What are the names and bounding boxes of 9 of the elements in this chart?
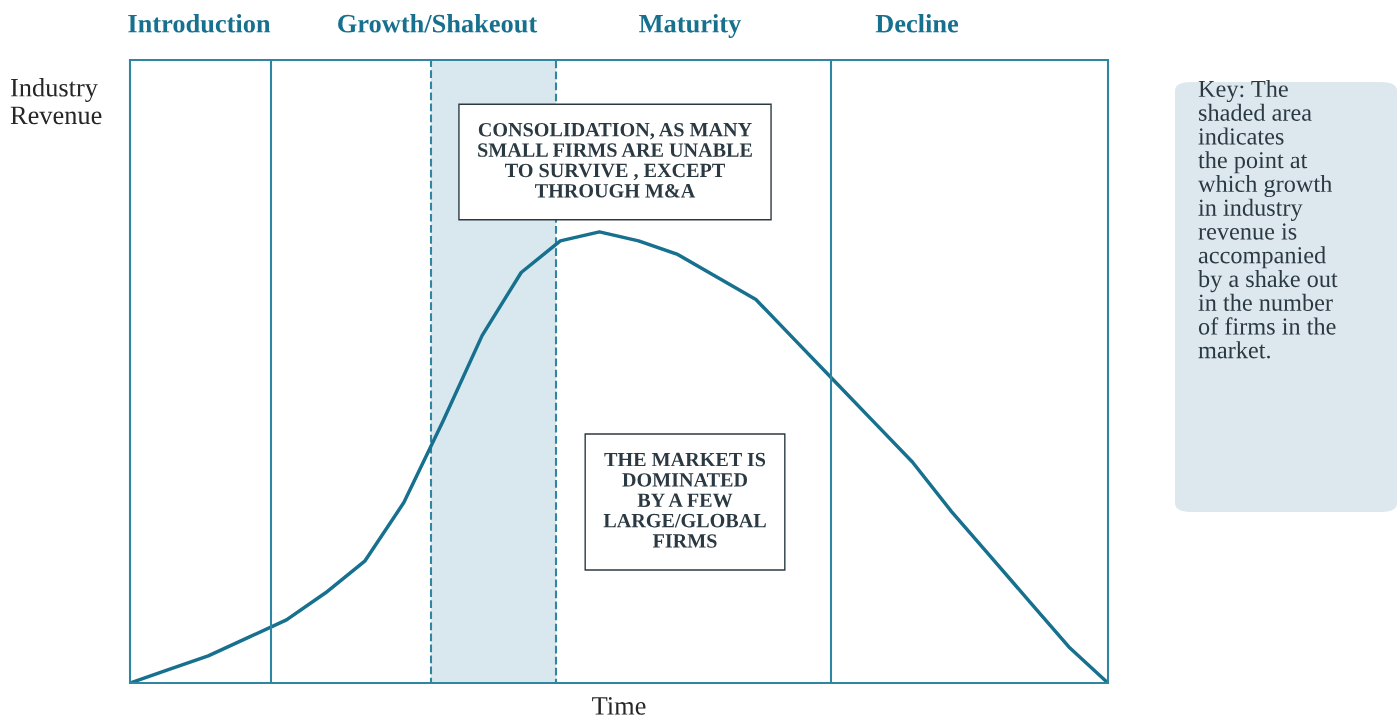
x-axis-title: Time bbox=[592, 697, 646, 715]
text: Maturity bbox=[639, 14, 742, 38]
text: Growth/Shakeout bbox=[338, 14, 538, 33]
annotation: THE MARKET IS DOMINATED BY A FEW LARGE/GLOBAL FIRMS bbox=[603, 452, 766, 548]
text: Decline bbox=[875, 14, 959, 33]
text: Key: The shaded area indicates the point at which growth in industry revenue is accompanied by a shake out in the number of firms in the market. bbox=[1198, 80, 1338, 359]
text: CONSOLIDATION, AS MANY SMALL FIRMS ARE UNABLE TO SURVIVE , EXCEPT THROUGH M&A bbox=[478, 122, 752, 198]
y-axis-title: Industry Revenue bbox=[10, 78, 102, 125]
text: Introduction bbox=[128, 14, 271, 33]
